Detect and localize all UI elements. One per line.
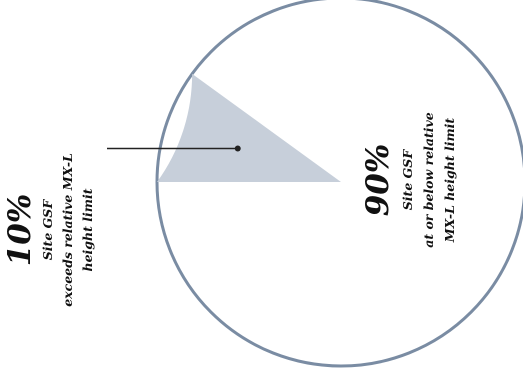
pie-slice-exceeds bbox=[157, 73, 341, 182]
pie-outline bbox=[155, 0, 523, 368]
label-at-or-below: 90% Site GSF at or below relative MX-L h… bbox=[360, 112, 457, 248]
desc-line-3-exceeds: height limit bbox=[80, 188, 95, 271]
desc-line-1-at-or-below: Site GSF bbox=[400, 149, 415, 211]
desc-line-2-at-or-below: at or below relative bbox=[421, 112, 436, 248]
desc-line-1-exceeds: Site GSF bbox=[40, 199, 55, 261]
label-exceeds: 10% Site GSF exceeds relative MX-L heigh… bbox=[2, 153, 95, 307]
percent-label-exceeds: 10% bbox=[2, 194, 38, 267]
leader-dot bbox=[234, 145, 241, 152]
desc-line-3-at-or-below: MX-L height limit bbox=[442, 118, 457, 244]
desc-line-2-exceeds: exceeds relative MX-L bbox=[60, 153, 75, 307]
percent-label-at-or-below: 90% bbox=[360, 144, 396, 217]
